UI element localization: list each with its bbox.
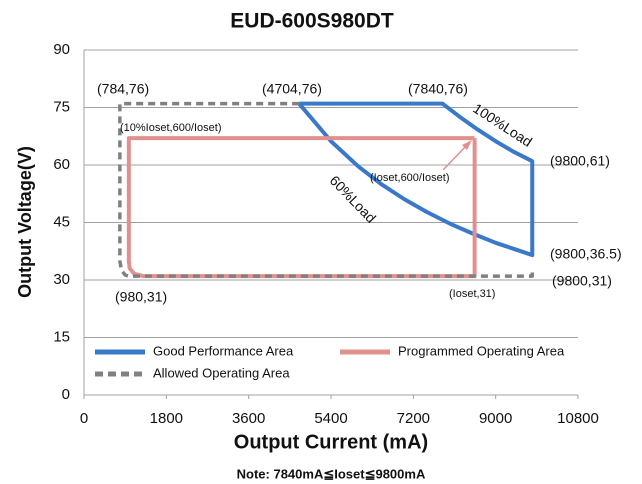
y-tick-label: 90	[53, 41, 70, 58]
x-tick-label: 1800	[150, 410, 183, 427]
x-tick-label: 7200	[397, 410, 430, 427]
annotation: (Ioset,31)	[449, 288, 495, 300]
annotation: (9800,31)	[552, 273, 612, 289]
x-tick-label: 3600	[232, 410, 265, 427]
y-tick-label: 15	[53, 328, 70, 345]
series-line	[126, 136, 477, 279]
annotation: (9800,61)	[550, 153, 610, 169]
y-tick-label: 75	[53, 98, 70, 115]
legend-label: Good Performance Area	[153, 343, 294, 358]
arrow-head	[462, 140, 472, 150]
legend-label: Programmed Operating Area	[398, 343, 565, 358]
x-tick-label: 0	[80, 410, 88, 427]
annotation: (980,31)	[115, 289, 167, 305]
x-tick-label: 9000	[479, 410, 512, 427]
legend-label: Allowed Operating Area	[153, 365, 290, 380]
annotation: (4704,76)	[262, 81, 322, 97]
annotation: (Ioset,600/Ioset)	[370, 172, 450, 184]
series-line	[118, 101, 535, 278]
note: Note: 7840mA≦Ioset≦9800mA	[237, 466, 426, 481]
annotation: (7840,76)	[408, 81, 468, 97]
y-axis-label: Output Voltage(V)	[15, 146, 35, 298]
y-tick-label: 30	[53, 271, 70, 288]
annotation: (784,76)	[97, 81, 149, 97]
annotation: (10%Ioset,600/Ioset)	[120, 122, 222, 134]
y-tick-label: 0	[62, 386, 70, 403]
x-tick-label: 10800	[557, 410, 599, 427]
annotation: (9800,36.5)	[550, 246, 622, 262]
series-line	[297, 101, 535, 258]
y-tick-label: 60	[53, 156, 70, 173]
x-axis-label: Output Current (mA)	[234, 431, 428, 453]
x-tick-label: 5400	[314, 410, 347, 427]
chart-title: EUD-600S980DT	[230, 10, 394, 33]
y-tick-label: 45	[53, 213, 70, 230]
legend	[88, 340, 575, 386]
arrow	[442, 143, 469, 171]
